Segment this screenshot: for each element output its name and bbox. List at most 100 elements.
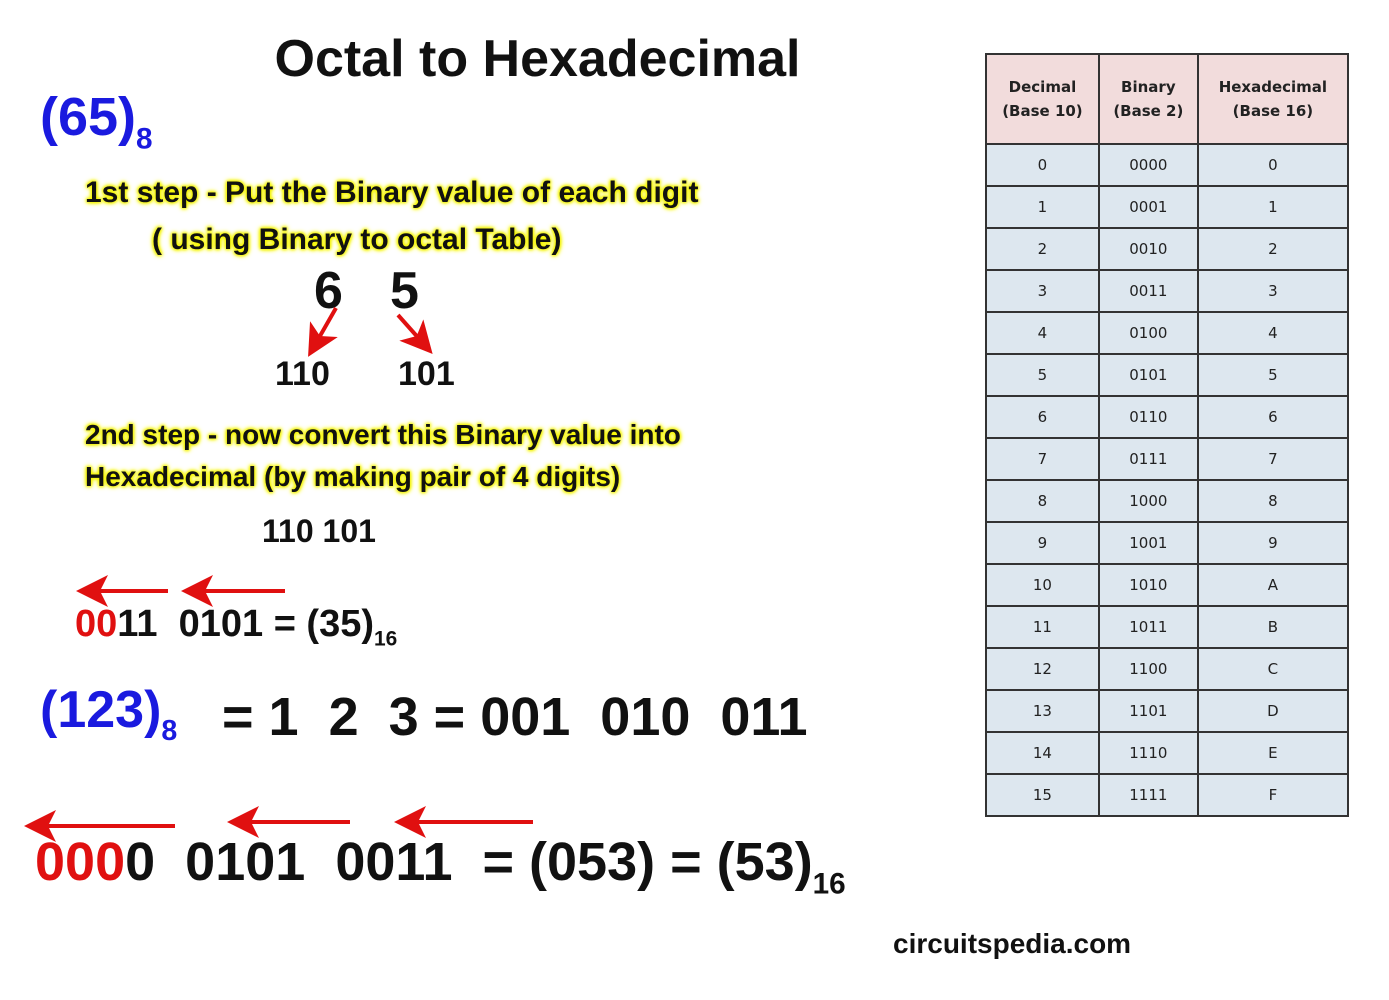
padding-zeros: 00 [75, 603, 118, 645]
table-row: 10 1010 A [985, 563, 1350, 607]
table-cell: 4 [1196, 311, 1350, 355]
step1-line2: ( using Binary to octal Table) [152, 223, 562, 256]
table-cell: 5 [1196, 353, 1350, 397]
table-cell: 3 [1196, 269, 1350, 313]
table-cell: 0011 [1097, 269, 1199, 313]
table-row: 1 0001 1 [985, 185, 1350, 229]
table-cell: 1001 [1097, 521, 1199, 565]
header-text: (Base 16) [1232, 102, 1314, 120]
group1: 11 [117, 603, 158, 645]
base: 8 [161, 714, 178, 747]
table-cell: D [1196, 689, 1350, 733]
table-row: 3 0011 3 [985, 269, 1350, 313]
table-cell: 1 [985, 185, 1100, 229]
table-cell: 10 [985, 563, 1100, 607]
padding-zeros: 000 [35, 832, 126, 892]
header-text: Binary [1121, 78, 1176, 96]
table-cell: 0100 [1097, 311, 1199, 355]
table-cell: 1101 [1097, 689, 1199, 733]
table-cell: 6 [985, 395, 1100, 439]
table-header: Hexadecimal (Base 16) [1196, 53, 1350, 145]
table-row: 12 1100 C [985, 647, 1350, 691]
binary-101: 101 [398, 355, 455, 393]
table-cell: 1011 [1097, 605, 1199, 649]
binary-110: 110 [275, 355, 330, 393]
table-cell: 9 [985, 521, 1100, 565]
table-cell: F [1196, 773, 1350, 817]
table-row: 13 1101 D [985, 689, 1350, 733]
result-base: 16 [374, 627, 398, 651]
header-text: (Base 10) [1002, 102, 1083, 120]
hex-result-1: 0011 0101 = (35)16 [75, 605, 397, 650]
arrow-5-down [396, 313, 433, 354]
table-row: 11 1011 B [985, 605, 1350, 649]
table-row: 8 1000 8 [985, 479, 1350, 523]
expansion: = 1 2 3 = 001 010 011 [222, 687, 808, 747]
digit-5: 5 [390, 262, 419, 320]
group2: 0101 [178, 603, 264, 645]
arrow-6-down [308, 307, 338, 357]
table-cell: 14 [985, 731, 1100, 775]
octal-65: (65)8 [40, 90, 153, 154]
step2-line1: 2nd step - now convert this Binary value… [85, 419, 681, 450]
table-cell: 2 [1196, 227, 1350, 271]
digit-6: 6 [314, 262, 343, 320]
octal-123: (123)8 [40, 684, 177, 745]
table-cell: 7 [1196, 437, 1350, 481]
page-title: Octal to Hexadecimal [274, 30, 801, 88]
header-text: Decimal [1008, 78, 1077, 96]
table-row: 15 1111 F [985, 773, 1350, 817]
conversion-table: Decimal (Base 10) Binary (Base 2) Hexadecima… [985, 53, 1350, 817]
table-cell: 8 [985, 479, 1100, 523]
table-row: 7 0111 7 [985, 437, 1350, 481]
table-cell: 5 [985, 353, 1100, 397]
table-cell: 1000 [1097, 479, 1199, 523]
table-row: 14 1110 E [985, 731, 1350, 775]
table-cell: 1100 [1097, 647, 1199, 691]
table-cell: 4 [985, 311, 1100, 355]
table-cell: 15 [985, 773, 1100, 817]
binary-joined: 110 101 [262, 513, 376, 549]
table-row: 5 0101 5 [985, 353, 1350, 397]
table-cell: 0111 [1097, 437, 1199, 481]
base: 8 [136, 122, 153, 156]
table-cell: 0000 [1097, 143, 1199, 187]
table-cell: B [1196, 605, 1350, 649]
table-cell: 8 [1196, 479, 1350, 523]
result-base: 16 [812, 867, 846, 901]
table-cell: 0110 [1097, 395, 1199, 439]
table-cell: 13 [985, 689, 1100, 733]
table-row: 4 0100 4 [985, 311, 1350, 355]
table-cell: 0001 [1097, 185, 1199, 229]
equals-result: = (35) [273, 603, 375, 645]
table-cell: 0 [985, 143, 1100, 187]
table-cell: 3 [985, 269, 1100, 313]
footer-site: circuitspedia.com [893, 928, 1132, 959]
table-row: 2 0010 2 [985, 227, 1350, 271]
table-cell: 1111 [1097, 773, 1199, 817]
hex-result-2: 0000 0101 0011 = (053) = (53)16 [35, 835, 846, 899]
group3: 0011 [335, 832, 453, 892]
table-header: Binary (Base 2) [1097, 53, 1199, 145]
table-cell: 12 [985, 647, 1100, 691]
equals-result: = (053) = (53) [482, 832, 813, 892]
octal-number: (65) [40, 87, 137, 147]
table-row: 9 1001 9 [985, 521, 1350, 565]
table-cell: 1 [1196, 185, 1350, 229]
table-cell: 0101 [1097, 353, 1199, 397]
table-cell: 6 [1196, 395, 1350, 439]
table-cell: 0010 [1097, 227, 1199, 271]
table-row: 0 0000 0 [985, 143, 1350, 187]
table-header: Decimal (Base 10) [985, 53, 1100, 145]
table-cell: 2 [985, 227, 1100, 271]
table-cell: A [1196, 563, 1350, 607]
step2-line2: Hexadecimal (by making pair of 4 digits) [85, 461, 621, 492]
table-cell: E [1196, 731, 1350, 775]
octal-number: (123) [40, 681, 162, 739]
table-row: 6 0110 6 [985, 395, 1350, 439]
header-text: (Base 2) [1113, 102, 1184, 120]
group1: 0 [125, 832, 156, 892]
table-cell: 7 [985, 437, 1100, 481]
table-cell: 11 [985, 605, 1100, 649]
